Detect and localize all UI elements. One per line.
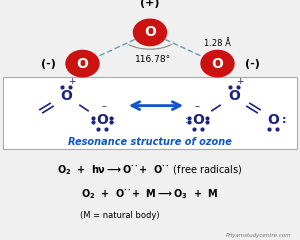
Text: Priyamstudycentre.com: Priyamstudycentre.com: [226, 233, 291, 238]
Circle shape: [201, 50, 234, 77]
Circle shape: [66, 50, 99, 77]
Text: (M = natural body): (M = natural body): [80, 211, 160, 221]
Text: $\mathbf{O_2}$  $\mathbf{+}$  $\mathbf{h\nu}$$\mathbf{\longrightarrow}$$\mathbf{: $\mathbf{O_2}$ $\mathbf{+}$ $\mathbf{h\n…: [57, 164, 243, 177]
Text: +: +: [68, 77, 76, 86]
Text: :: :: [185, 115, 188, 125]
Text: $\mathbf{O_2}$  $\mathbf{+}$  $\mathbf{O^{\bullet\bullet}}$$\mathbf{+}$  $\mathb: $\mathbf{O_2}$ $\mathbf{+}$ $\mathbf{O^{…: [81, 187, 219, 201]
Circle shape: [134, 19, 166, 46]
Text: Resonance structure of ozone: Resonance structure of ozone: [68, 137, 232, 147]
Text: (+): (+): [140, 0, 160, 8]
Text: (-): (-): [40, 59, 56, 69]
FancyBboxPatch shape: [3, 77, 297, 149]
Text: 116.78°: 116.78°: [135, 55, 171, 64]
Text: 1.28 Å: 1.28 Å: [204, 39, 231, 48]
Text: O: O: [96, 113, 108, 127]
Text: O: O: [144, 25, 156, 39]
Text: :: :: [112, 115, 115, 125]
Text: O: O: [60, 89, 72, 103]
Text: –: –: [194, 101, 199, 111]
Text: O: O: [228, 89, 240, 103]
Text: –: –: [101, 101, 106, 111]
Text: O: O: [76, 57, 88, 71]
Text: :: :: [281, 115, 286, 125]
Text: +: +: [236, 77, 244, 86]
Text: (-): (-): [244, 59, 260, 69]
Text: O: O: [212, 57, 224, 71]
Text: O: O: [267, 113, 279, 127]
Text: O: O: [192, 113, 204, 127]
